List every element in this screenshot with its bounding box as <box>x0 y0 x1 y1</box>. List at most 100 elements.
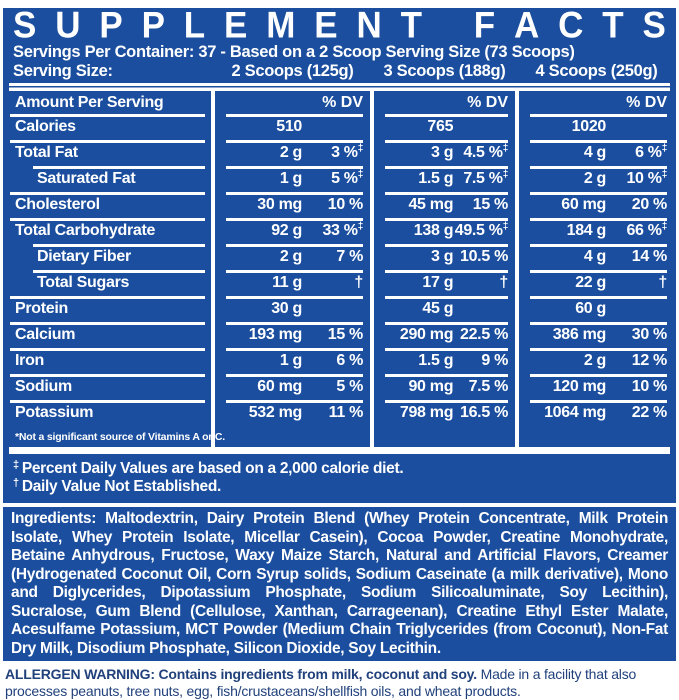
row-label-cell: Protein <box>3 296 213 322</box>
dv-value: 7.5 %‡ <box>463 169 508 188</box>
row-separator <box>226 322 363 325</box>
row-separator <box>10 140 205 143</box>
table-row: Total Sugars 11 g † 17 g † 22 g † <box>3 270 676 296</box>
row-separator <box>226 244 363 247</box>
row-separator <box>226 400 363 403</box>
amount-value: 1 g <box>279 352 303 369</box>
serving-size-2-scoops: 2 Scoops (125g) <box>231 62 354 80</box>
value-cell: 11 g † <box>213 270 372 296</box>
row-separator <box>385 114 508 117</box>
row-separator <box>10 218 205 221</box>
amount-value: 798 mg <box>399 404 454 421</box>
value-cell: 2 g 12 % <box>517 348 676 374</box>
value-cell: 1 g 5 %‡ <box>213 166 372 192</box>
amount-value: 17 g <box>422 274 454 291</box>
value-cell: 510 <box>213 114 372 140</box>
row-separator <box>10 114 205 117</box>
nutrient-label: Potassium <box>15 404 94 421</box>
value-cell: 60 mg 20 % <box>517 192 676 218</box>
column-divider <box>515 91 519 447</box>
nutrient-label: Dietary Fiber <box>37 248 131 265</box>
value-cell: 90 mg 7.5 % <box>372 374 517 400</box>
amount-value: 3 g <box>430 144 454 161</box>
serving-size-3-scoops: 3 Scoops (188g) <box>383 62 506 80</box>
dv-value: 3 %‡ <box>331 143 363 162</box>
dv-value: 33 %‡ <box>322 221 363 240</box>
dv-value: 10 % <box>327 196 364 213</box>
row-separator <box>530 218 667 221</box>
table-row: Protein 30 g 45 g 60 g <box>3 296 676 322</box>
row-separator <box>530 322 667 325</box>
row-separator <box>226 114 363 117</box>
dv-value: 66 %‡ <box>626 221 667 240</box>
column-divider <box>211 91 215 447</box>
table-row: Saturated Fat 1 g 5 %‡ 1.5 g 7.5 %‡ 2 g 10 %‡ <box>3 166 676 192</box>
dv-value: 22 % <box>631 404 668 421</box>
row-separator <box>385 296 508 299</box>
value-cell: 60 mg 5 % <box>213 374 372 400</box>
row-separator <box>226 348 363 351</box>
value-cell: 1064 mg 22 % <box>517 400 676 426</box>
row-label-cell: Total Carbohydrate <box>3 218 213 244</box>
nutrient-label: Protein <box>15 300 69 317</box>
row-separator <box>530 270 667 273</box>
row-separator <box>530 114 667 117</box>
row-separator <box>530 348 667 351</box>
dv-value: † <box>354 274 363 291</box>
amount-value: 510 <box>276 118 303 135</box>
dv-header-col1: % DV <box>322 93 363 111</box>
table-row: Total Fat 2 g 3 %‡ 3 g 4.5 %‡ 4 g 6 %‡ <box>3 140 676 166</box>
dv-value: 6 % <box>336 352 363 369</box>
row-label-cell: Total Sugars <box>3 270 213 296</box>
amount-value: 193 mg <box>248 326 303 343</box>
dv-value: 22.5 % <box>459 326 508 343</box>
table-row: Calories 510 765 1020 <box>3 114 676 140</box>
nutrient-label: Saturated Fat <box>37 170 136 187</box>
row-separator <box>530 140 667 143</box>
value-cell: 3 g 10.5 % <box>372 244 517 270</box>
row-separator <box>530 244 667 247</box>
row-separator <box>10 296 205 299</box>
amount-value: 2 g <box>279 248 303 265</box>
dv-value: 9 % <box>481 352 508 369</box>
value-cell: 22 g † <box>517 270 676 296</box>
value-cell: 92 g 33 %‡ <box>213 218 372 244</box>
row-separator <box>226 140 363 143</box>
row-separator <box>226 296 363 299</box>
row-separator <box>530 374 667 377</box>
row-separator <box>226 192 363 195</box>
value-cell: 2 g 7 % <box>213 244 372 270</box>
dv-value: 49.5 %‡ <box>454 221 509 240</box>
table-row: Potassium 532 mg 11 % 798 mg 16.5 % 1064 mg 22… <box>3 400 676 426</box>
value-cell: 138 g 49.5 %‡ <box>372 218 517 244</box>
dv-header-col3: % DV <box>626 93 667 111</box>
amount-per-serving-header: Amount Per Serving <box>15 93 164 111</box>
value-cell: 120 mg 10 % <box>517 374 676 400</box>
nutrient-label: Calcium <box>15 326 76 343</box>
value-cell: 30 g <box>213 296 372 322</box>
table-bottom-bar <box>9 447 670 454</box>
value-cell: 1 g 6 % <box>213 348 372 374</box>
value-cell: 2 g 3 %‡ <box>213 140 372 166</box>
dv-value: † <box>499 274 508 291</box>
amount-value: 60 mg <box>561 196 607 213</box>
value-cell: 45 g <box>372 296 517 322</box>
nutrient-label: Total Sugars <box>37 274 130 291</box>
amount-value: 45 mg <box>408 196 454 213</box>
value-cell: 290 mg 22.5 % <box>372 322 517 348</box>
dv-value: 7 % <box>336 248 363 265</box>
serving-size-row: Serving Size: 2 Scoops (125g) 3 Scoops (… <box>3 62 676 81</box>
row-separator <box>530 400 667 403</box>
value-cell: 1.5 g 9 % <box>372 348 517 374</box>
row-separator <box>530 296 667 299</box>
value-cell: 45 mg 15 % <box>372 192 517 218</box>
nutrient-label: Total Fat <box>15 144 78 161</box>
amount-value: 3 g <box>430 248 454 265</box>
amount-value: 386 mg <box>552 326 607 343</box>
dv-value: 10 %‡ <box>626 169 667 188</box>
row-separator <box>33 270 205 273</box>
amount-value: 1 g <box>279 170 303 187</box>
amount-value: 1020 <box>571 118 607 135</box>
amount-value: 532 mg <box>248 404 303 421</box>
amount-value: 90 mg <box>408 378 454 395</box>
